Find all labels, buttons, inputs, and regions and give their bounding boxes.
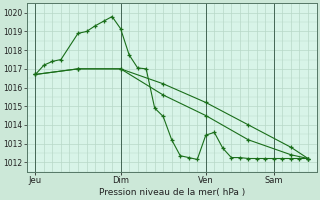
X-axis label: Pression niveau de la mer( hPa ): Pression niveau de la mer( hPa ) (99, 188, 245, 197)
